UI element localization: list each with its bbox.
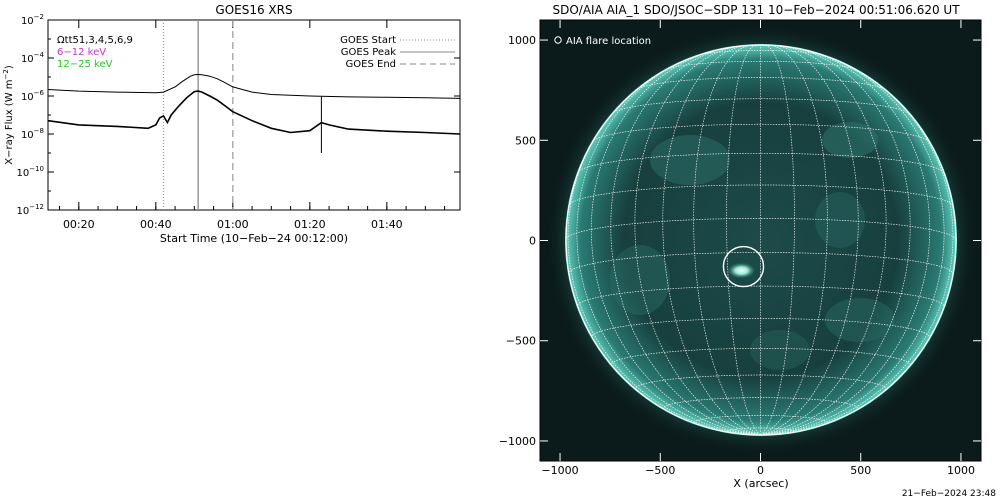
aia-x-tick-label: 0 [757, 464, 764, 477]
goes-overlay-label: Ωtt51,3,4,5,6,9 [57, 35, 133, 46]
goes-x-tick-label: 01:20 [294, 218, 326, 231]
heliographic-grid [566, 45, 956, 435]
grid-line [567, 77, 761, 435]
goes-x-axis-label: Start Time (10−Feb−24 00:12:00) [160, 232, 348, 245]
goes-legend: GOES Start GOES Peak GOES End [340, 35, 455, 70]
grid-line [577, 152, 944, 173]
active-region [650, 135, 730, 185]
aia-y-ticks: −1000 −500 0 500 1000 [499, 34, 981, 448]
active-region [822, 122, 878, 158]
flare-brightening [727, 262, 756, 279]
grid-line [590, 318, 931, 339]
flare-location-circle [722, 245, 765, 288]
goes-y-tick-label: 10−8 [21, 127, 44, 141]
legend-goes-end-label: GOES End [346, 59, 396, 70]
grid-line [634, 45, 761, 435]
aia-panel: SDO/AIA AIA_1 SDO/JSOC−SDP 131 10−Feb−20… [499, 3, 982, 490]
grid-line [697, 50, 824, 56]
goes-plot-frame [47, 19, 461, 211]
goes-x-tick-label: 00:40 [140, 218, 172, 231]
aia-y-tick-label: −1000 [499, 435, 536, 448]
grid-line [760, 45, 795, 435]
footer-timestamp: 21−Feb−2024 23:48 [902, 489, 996, 499]
grid-line [760, 77, 954, 435]
goes-title: GOES16 XRS [215, 3, 292, 17]
grid-line [567, 184, 954, 207]
goes-y-tick-label: 10−12 [16, 203, 44, 217]
grid-line [760, 45, 828, 435]
legend-flare-marker-icon [554, 36, 562, 44]
grid-line [760, 49, 931, 435]
grid-line [693, 415, 828, 424]
goes-flux-series [48, 73, 460, 135]
goes-x-tick-label: 00:20 [63, 218, 95, 231]
aia-legend-label: AIA flare location [566, 36, 651, 47]
goes-x-tick-label: 01:40 [371, 218, 403, 231]
goes-series-line [48, 73, 460, 99]
grid-line [693, 45, 761, 435]
band-label-6-12kev: 6−12 keV [57, 47, 106, 58]
aia-x-tick-label: −1000 [541, 464, 578, 477]
grid-line [760, 45, 859, 435]
grid-line [576, 285, 945, 308]
grid-line [726, 45, 761, 435]
grid-line [662, 397, 859, 410]
grid-line [760, 55, 945, 435]
aia-x-ticks: −1000 −500 0 500 1000 [541, 20, 975, 477]
goes-y-ticks: 10−12 10−10 10−8 10−6 10−4 10−2 [16, 13, 460, 217]
solar-limb [565, 44, 957, 436]
goes-y-axis-label: X−ray Flux (W m−2) [2, 65, 15, 165]
goes-y-tick-label: 10−6 [21, 89, 45, 103]
goes-y-tick-label: 10−4 [21, 51, 45, 65]
legend-goes-peak-label: GOES Peak [341, 47, 396, 58]
grid-line [662, 45, 761, 435]
active-region [750, 330, 810, 370]
goes-x-tick-label: 01:00 [217, 218, 249, 231]
aia-x-tick-label: 500 [850, 464, 871, 477]
goes-x-ticks: 00:20 00:40 01:00 01:20 01:40 [59, 20, 446, 231]
aia-x-tick-label: 1000 [947, 464, 975, 477]
goes-y-tick-label: 10−2 [21, 13, 44, 27]
goes-event-markers [162, 20, 322, 210]
grid-line [590, 49, 761, 435]
aia-x-tick-label: −500 [645, 464, 675, 477]
aia-y-tick-label: 1000 [508, 34, 536, 47]
grid-line [591, 123, 930, 143]
goes-y-tick-label: 10−10 [16, 165, 44, 179]
aia-y-tick-label: 500 [515, 134, 536, 147]
band-label-12-25kev: 12−25 keV [57, 59, 113, 70]
legend-goes-start-label: GOES Start [340, 35, 396, 46]
grid-line [576, 55, 761, 435]
grid-line [664, 60, 857, 71]
aia-y-tick-label: −500 [506, 335, 536, 348]
aia-title: SDO/AIA AIA_1 SDO/JSOC−SDP 131 10−Feb−20… [552, 3, 960, 17]
solar-disk [565, 44, 957, 436]
grid-line [760, 45, 887, 435]
goes-series-line [48, 90, 460, 135]
aia-y-tick-label: 0 [529, 235, 536, 248]
active-region [825, 298, 895, 342]
aia-x-axis-label: X (arcsec) [733, 477, 788, 490]
flare-location [722, 245, 765, 288]
grid-line [635, 77, 886, 91]
goes-panel: GOES16 XRS 10−12 10−10 10−8 10−6 10−4 10−2 00… [2, 3, 461, 245]
